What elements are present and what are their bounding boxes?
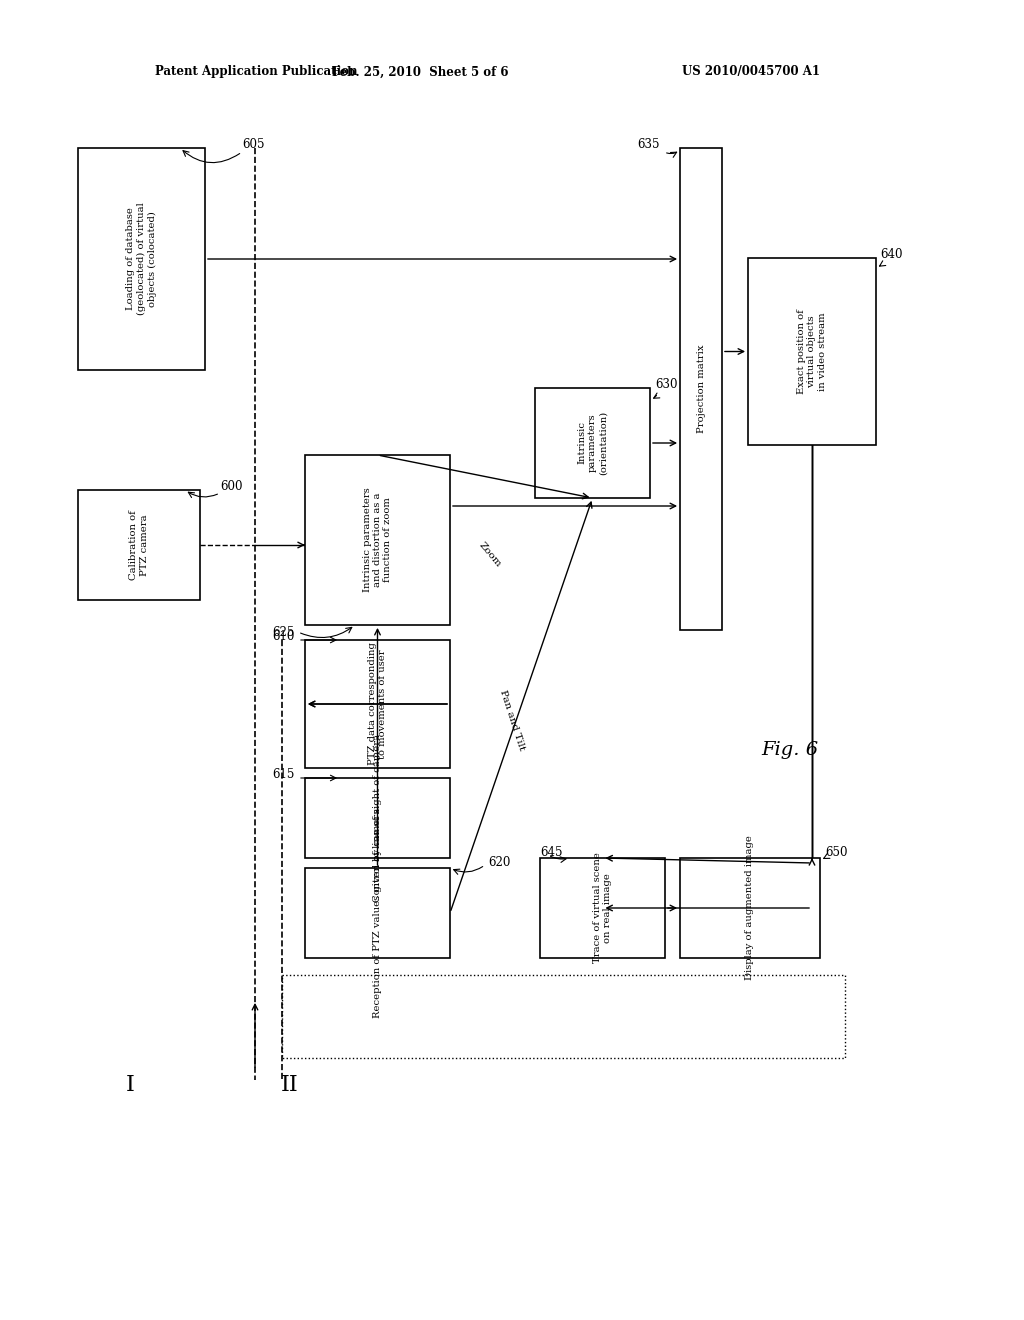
Bar [748,257,876,445]
Text: 600: 600 [220,480,243,494]
Text: Reception of PTZ values given by camera: Reception of PTZ values given by camera [373,808,382,1018]
Text: Display of augmented image: Display of augmented image [745,836,755,981]
Text: PTZ data corresponding
to movements of user: PTZ data corresponding to movements of u… [368,643,387,766]
Text: 620: 620 [488,855,510,869]
Text: 615: 615 [272,768,295,781]
Text: Intrinsic parameters
and distortion as a
function of zoom: Intrinsic parameters and distortion as a… [362,487,392,593]
Bar [680,148,722,630]
Bar [305,869,450,958]
Text: 650: 650 [825,846,848,858]
Text: Patent Application Publication: Patent Application Publication [155,66,357,78]
Text: Trace of virtual scene
on real image: Trace of virtual scene on real image [593,853,612,964]
Text: 605: 605 [242,139,264,152]
Bar [305,777,450,858]
Text: Fig. 6: Fig. 6 [762,741,818,759]
Bar [535,388,650,498]
Text: II: II [282,1074,299,1096]
Bar [78,148,205,370]
Text: Control of line of sight of camera: Control of line of sight of camera [373,734,382,902]
Text: Pan and Tilt: Pan and Tilt [498,689,526,751]
Text: Exact position of
virtual objects
in video stream: Exact position of virtual objects in vid… [797,309,827,393]
Bar [282,975,845,1059]
Text: I: I [126,1074,134,1096]
Text: Feb. 25, 2010  Sheet 5 of 6: Feb. 25, 2010 Sheet 5 of 6 [332,66,508,78]
Text: Loading of database
(geolocated) of virtual
objects (colocated): Loading of database (geolocated) of virt… [126,203,157,315]
Bar [78,490,200,601]
Text: Projection matrix: Projection matrix [696,345,706,433]
Text: Calibration of
PTZ camera: Calibration of PTZ camera [129,510,148,579]
Text: US 2010/0045700 A1: US 2010/0045700 A1 [682,66,820,78]
Text: 625: 625 [272,626,295,639]
Bar [680,858,820,958]
Bar [305,640,450,768]
Text: 610: 610 [272,630,295,643]
Text: 645: 645 [540,846,562,858]
Text: 635: 635 [638,139,660,152]
Text: 640: 640 [880,248,902,261]
Bar [305,455,450,624]
Text: Intrinsic
parameters
(orientation): Intrinsic parameters (orientation) [578,411,607,475]
Text: 630: 630 [655,379,678,392]
Bar [540,858,665,958]
Text: Zoom: Zoom [477,541,503,569]
